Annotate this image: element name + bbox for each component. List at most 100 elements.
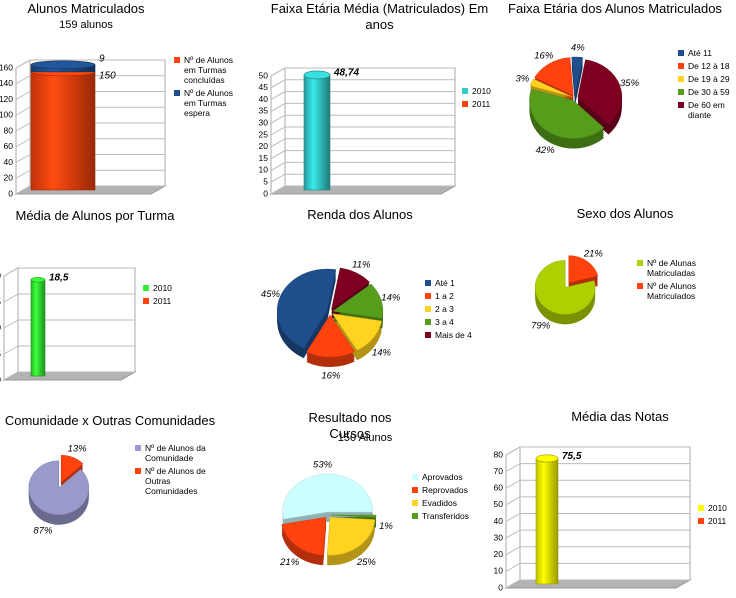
legend-label: De 19 à 29 bbox=[688, 74, 730, 84]
pie-slice bbox=[331, 267, 370, 310]
legend-swatch bbox=[425, 280, 431, 286]
data-label: 150 bbox=[99, 71, 116, 82]
legend-item: De 30 à 59 bbox=[678, 87, 733, 97]
data-label: 9 bbox=[99, 53, 105, 64]
y-tick-label: 15 bbox=[259, 153, 269, 163]
legend: Nº de Alunos em Turmas concluídas Nº de A… bbox=[174, 55, 242, 121]
legend-swatch bbox=[698, 505, 704, 511]
grid-line-side bbox=[270, 91, 286, 101]
grid-line-side bbox=[505, 496, 521, 506]
bar bbox=[30, 71, 96, 191]
grid-line-side bbox=[270, 138, 286, 148]
grid-line-side bbox=[15, 169, 31, 179]
y-tick-label: 15 bbox=[0, 296, 1, 306]
grid-line-side bbox=[15, 122, 31, 132]
y-tick-label: 0 bbox=[0, 374, 1, 384]
chart-title: Faixa Etária dos Alunos Matriculados bbox=[508, 1, 722, 16]
legend-label: Evadidos bbox=[422, 498, 457, 508]
floor bbox=[504, 579, 692, 589]
bar-top bbox=[30, 60, 96, 70]
y-tick-label: 0 bbox=[498, 582, 503, 592]
pie-slice bbox=[534, 57, 574, 96]
pie-slice bbox=[282, 473, 373, 520]
pie-slice bbox=[330, 514, 377, 518]
legend-label: Até 11 bbox=[688, 48, 712, 58]
grid-line-side bbox=[505, 479, 521, 489]
y-tick-label: 20 bbox=[494, 549, 504, 559]
legend-item: De 12 à 18 bbox=[678, 61, 733, 71]
grid-line-side bbox=[270, 161, 286, 171]
legend-item: 2011 bbox=[143, 296, 203, 306]
data-label: 87% bbox=[33, 525, 53, 536]
grid-line-side bbox=[505, 513, 521, 522]
data-label: 42% bbox=[536, 145, 556, 156]
floor bbox=[2, 371, 137, 381]
y-tick-label: 50 bbox=[259, 70, 269, 80]
legend: 2010 2011 bbox=[698, 503, 736, 529]
grid-line-side bbox=[3, 293, 19, 303]
y-tick-label: 40 bbox=[494, 516, 504, 526]
legend-swatch bbox=[425, 293, 431, 299]
pie-slice bbox=[529, 78, 573, 98]
legend-label: Nº de Alunos em Turmas concluídas bbox=[184, 55, 233, 85]
chart-title: Média de Alunos por Turma bbox=[15, 208, 175, 223]
legend-swatch bbox=[678, 102, 684, 108]
legend-item: 2010 bbox=[143, 283, 203, 293]
legend-item: Nº de Alunas Matriculadas bbox=[637, 258, 707, 278]
chart-title: Alunos Matriculados bbox=[27, 1, 145, 16]
grid-line-side bbox=[270, 150, 286, 160]
legend: Até 11 De 12 à 18 De 19 à 29 De 30 à 59 De 6… bbox=[678, 48, 733, 123]
legend-swatch bbox=[135, 445, 141, 451]
data-label: 16% bbox=[321, 371, 341, 382]
pie-slice bbox=[529, 89, 605, 139]
floor bbox=[269, 185, 457, 195]
chart-subtitle: 159 alunos bbox=[59, 19, 113, 31]
y-tick-label: 40 bbox=[259, 94, 269, 104]
legend-item: Reprovados bbox=[412, 485, 482, 495]
grid-line-side bbox=[270, 79, 286, 89]
legend-item: 3 a 4 bbox=[425, 317, 485, 327]
legend-item: Nº de Alunos em Turmas espera bbox=[174, 88, 242, 118]
legend-swatch bbox=[174, 90, 180, 96]
y-tick-label: 20 bbox=[259, 141, 269, 151]
legend-label: Reprovados bbox=[422, 485, 468, 495]
legend-swatch bbox=[425, 306, 431, 312]
y-tick-label: 5 bbox=[263, 176, 268, 186]
legend-swatch bbox=[678, 63, 684, 69]
legend-swatch bbox=[143, 285, 149, 291]
grid-line-side bbox=[270, 126, 286, 136]
grid-line-side bbox=[505, 579, 521, 589]
data-label: 1% bbox=[379, 521, 393, 532]
legend-item: 1 a 2 bbox=[425, 291, 485, 301]
legend-label: Nº de Alunos em Turmas espera bbox=[184, 88, 233, 118]
bar bbox=[30, 279, 46, 377]
legend-label: Mais de 4 bbox=[435, 330, 472, 340]
legend-item: Aprovados bbox=[412, 472, 482, 482]
pie-slice bbox=[326, 516, 376, 556]
pie-slice bbox=[28, 460, 90, 515]
legend-item: Nº de Alunos de Outras Comunidades bbox=[135, 466, 207, 496]
legend-item: Até 11 bbox=[678, 48, 733, 58]
legend-swatch bbox=[412, 513, 418, 519]
bar bbox=[535, 458, 559, 585]
legend-item: Evadidos bbox=[412, 498, 482, 508]
bar bbox=[303, 74, 331, 191]
y-tick-label: 60 bbox=[494, 483, 504, 493]
grid-line-side bbox=[505, 546, 521, 556]
legend-item: Até 1 bbox=[425, 278, 485, 288]
y-tick-label: 10 bbox=[0, 322, 1, 332]
legend-label: De 60 em diante bbox=[688, 100, 725, 120]
legend-swatch bbox=[678, 76, 684, 82]
legend-item: De 19 à 29 bbox=[678, 74, 733, 84]
grid-line-side bbox=[15, 59, 31, 69]
grid-line-side bbox=[15, 91, 31, 100]
legend-swatch bbox=[462, 88, 468, 94]
legend-label: Transferidos bbox=[422, 511, 469, 521]
legend-label: 3 a 4 bbox=[435, 317, 454, 327]
legend-label: 1 a 2 bbox=[435, 291, 454, 301]
bar-top bbox=[30, 277, 46, 283]
legend-item: Mais de 4 bbox=[425, 330, 485, 340]
data-label: 11% bbox=[352, 260, 371, 271]
grid-line-side bbox=[270, 173, 286, 183]
